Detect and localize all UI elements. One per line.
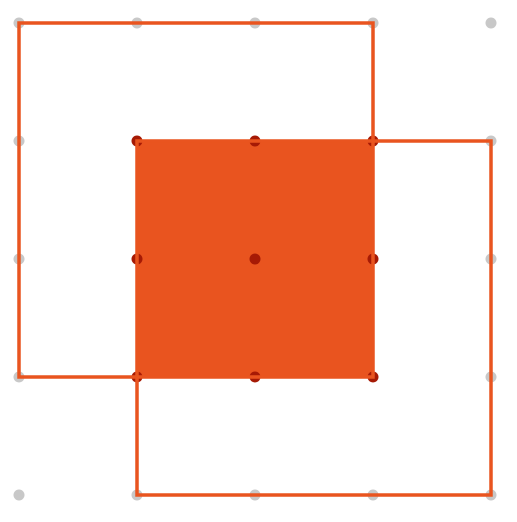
grid-dot (485, 17, 497, 29)
square-b-outline (135, 139, 493, 497)
grid-dots-layer (13, 17, 497, 501)
grid-dot (13, 489, 25, 501)
grid-dot (249, 253, 261, 265)
square-a-outline (17, 21, 375, 379)
square-outline-layer (17, 21, 493, 497)
